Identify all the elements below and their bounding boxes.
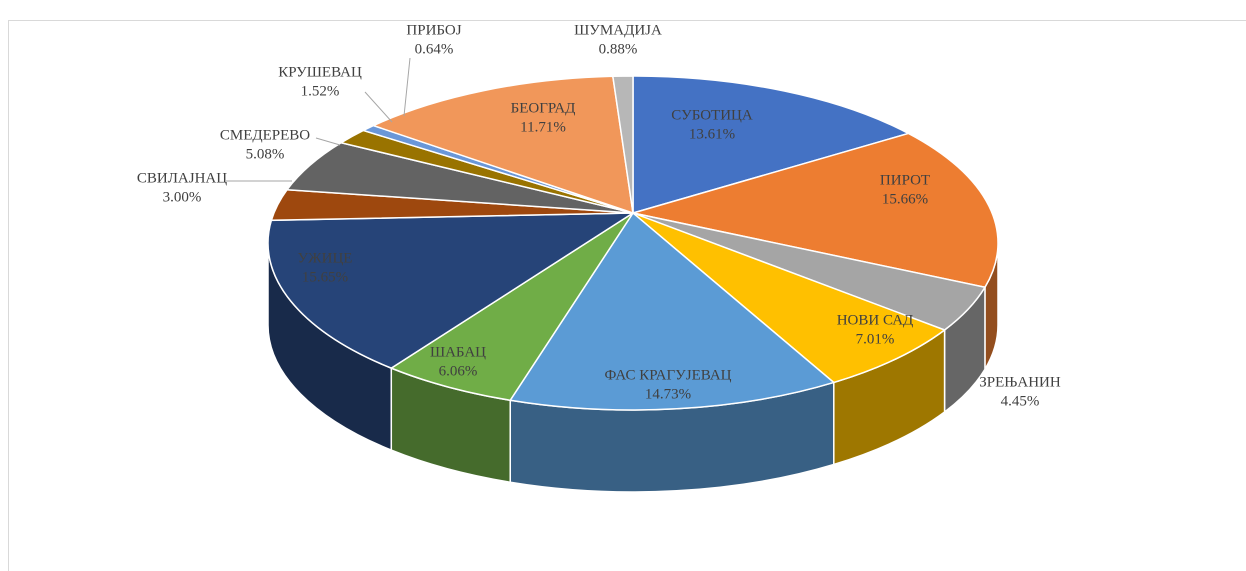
slice-value-label: 13.61% [689, 126, 735, 142]
slice-value-label: 14.73% [645, 386, 691, 402]
slice-label: ПРИБОЈ [406, 22, 461, 38]
slice [632, 132, 999, 289]
slice-label: БЕОГРАД [511, 100, 576, 116]
slice-label: НОВИ САД [837, 312, 914, 328]
slice-value-label: 0.64% [415, 41, 454, 57]
slice [508, 211, 836, 411]
leader-line [364, 91, 393, 123]
slice-value-label: 7.01% [856, 331, 895, 347]
slice [389, 212, 634, 402]
slice [632, 75, 911, 214]
slice-label: ШАБАЦ [430, 344, 486, 360]
slice [611, 75, 634, 214]
slice [632, 212, 947, 384]
slice-value-label: 4.45% [1001, 393, 1040, 409]
slice-value-label: 15.66% [882, 191, 928, 207]
slice-label: СУБОТИЦА [671, 107, 753, 123]
slice [371, 75, 634, 215]
slice-value-label: 3.00% [163, 189, 202, 205]
slice-label: КРУШЕВАЦ [278, 64, 362, 80]
slice-value-label: 15.65% [302, 269, 348, 285]
chart-frame [8, 20, 1246, 571]
slice [267, 212, 636, 369]
slice-label: СВИЛАЈНАЦ [137, 170, 227, 186]
leader-line [315, 137, 341, 146]
slice-label: СМЕДЕРЕВО [220, 127, 310, 143]
slice-label: ШУМАДИЈА [574, 22, 662, 38]
leader-line [403, 57, 411, 117]
slice-value-label: 5.08% [246, 146, 285, 162]
slice-label: ФАС КРАГУЈЕВАЦ [604, 367, 731, 383]
slice-label: ПИРОТ [880, 172, 930, 188]
slice-value-label: 11.71% [520, 119, 566, 135]
slice-value-label: 6.06% [439, 363, 478, 379]
slice-value-label: 0.88% [599, 41, 638, 57]
slice-value-label: 1.52% [301, 83, 340, 99]
slice-label: УЖИЦЕ [298, 250, 353, 266]
slice-label: ЗРЕЊАНИН [979, 374, 1061, 390]
